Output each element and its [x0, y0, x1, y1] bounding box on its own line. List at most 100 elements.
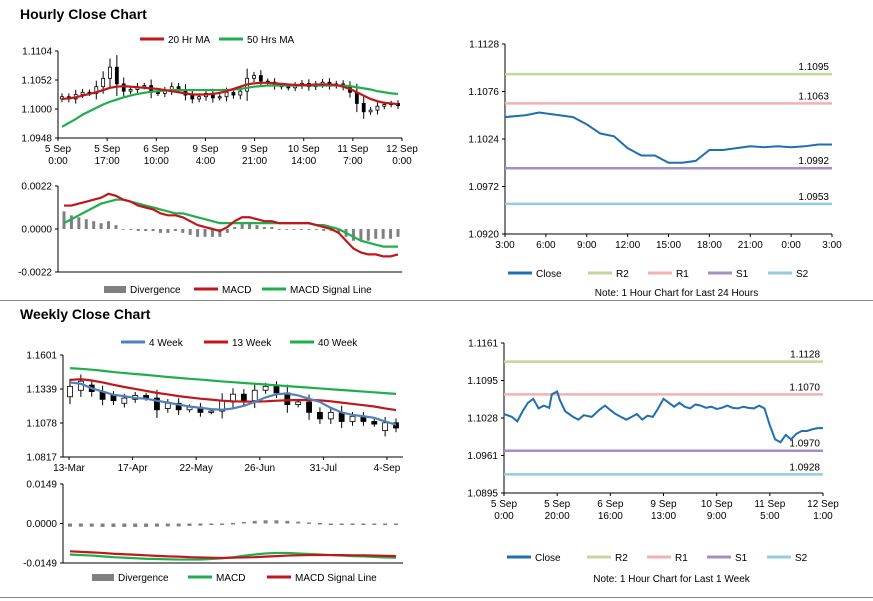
weekly-macd-divergence-bar — [296, 521, 301, 524]
hourly-pivot-x-tick-label: 3:00 — [495, 240, 515, 251]
weekly-pivot-x-tick-label: 13:00 — [651, 511, 676, 522]
hourly-ma-x-tick-label: 5 Sep — [94, 144, 121, 155]
weekly-pivot-legend-label: R1 — [675, 553, 688, 564]
hourly-macd-divergence-bar — [248, 223, 252, 229]
weekly-candle-body — [262, 385, 269, 391]
hourly-pivot-legend-label: R2 — [616, 269, 629, 280]
weekly-pivot-level-label: 1.1128 — [790, 350, 820, 361]
weekly-macd-divergence-bar — [350, 523, 355, 525]
weekly-pivot-y-tick-label: 1.1095 — [467, 376, 498, 387]
weekly-pivot-x-tick-label: 9 Sep — [650, 499, 677, 510]
weekly-macd-divergence-bar — [307, 522, 312, 524]
hourly-ma-x-tick-label: 12 Sep — [386, 144, 418, 155]
bottom-divider — [0, 597, 873, 598]
weekly-macd-divergence-bar — [144, 523, 149, 527]
weekly-macd-divergence-bar — [372, 523, 377, 525]
hourly-macd-divergence-bar — [314, 229, 318, 230]
weekly-ma-y-tick-label: 1.1601 — [26, 351, 57, 362]
weekly-pivot-note: Note: 1 Hour Chart for Last 1 Week — [593, 574, 751, 585]
weekly-candle-body — [327, 411, 334, 420]
weekly-macd-divergence-bar — [78, 523, 83, 527]
weekly-pivot-close-line — [503, 390, 823, 444]
hourly-ma-y-tick-label: 1.0948 — [21, 134, 52, 145]
hourly-pivot-level-label: 1.0992 — [798, 156, 829, 167]
hourly-macd-divergence-bar — [307, 229, 311, 230]
weekly-macd-divergence-bar — [133, 523, 138, 527]
weekly-candle-body — [349, 415, 356, 422]
hourly-pivot-x-tick-label: 9:00 — [577, 240, 597, 251]
hourly-candle-body — [142, 85, 147, 88]
hourly-macd-divergence-bar — [218, 229, 222, 237]
hourly-candle-body — [224, 91, 229, 98]
weekly-ma13-line — [69, 378, 397, 412]
hourly-macd-divergence-bar — [77, 217, 81, 229]
hourly-candle-body — [108, 66, 112, 79]
weekly-candle-body — [67, 385, 73, 398]
hourly-ma50-line — [61, 84, 399, 128]
weekly-ma-x-tick-label: 4-Sep — [374, 463, 401, 474]
hourly-macd-divergence-bar — [270, 227, 274, 229]
weekly-macd-y-tick-label: 0.0149 — [26, 480, 57, 491]
weekly-pivot-x-tick-label: 5 Sep — [491, 499, 518, 510]
hourly-macd-divergence-bar — [337, 229, 341, 233]
weekly-pivot-legend-label: R2 — [615, 553, 628, 564]
hourly-candle-body — [197, 96, 202, 100]
hourly-pivot-x-tick-label: 12:00 — [615, 240, 640, 251]
weekly-macd-divergence-bar — [383, 523, 388, 526]
hourly-macd-divergence-bar — [381, 229, 385, 239]
weekly-ma-legend-label: 4 Week — [149, 338, 184, 349]
weekly-macd-divergence-bar — [328, 523, 333, 525]
hourly-macd-divergence-bar — [351, 229, 355, 241]
weekly-pivot-y-tick-label: 1.1161 — [468, 339, 498, 350]
weekly-macd-divergence-bar — [122, 523, 127, 527]
hourly-macd-divergence-bar — [366, 229, 370, 241]
weekly-pivot-level-label: 1.1070 — [789, 382, 820, 393]
weekly-macd-divergence-bar — [241, 521, 246, 524]
weekly-pivot-legend-label: S2 — [795, 553, 808, 564]
hourly-macd-divergence-bar — [359, 229, 363, 241]
hourly-candle-body — [361, 103, 366, 113]
hourly-pivot-level-label: 1.0953 — [798, 192, 829, 203]
weekly-ma4-line — [69, 381, 397, 426]
weekly-pivot-x-tick-label: 1:00 — [813, 511, 833, 522]
hourly-macd-divergence-bar — [389, 229, 393, 239]
weekly-macd-legend-label: MACD Signal Line — [295, 573, 377, 584]
weekly-ma-x-tick-label: 22-May — [180, 463, 213, 474]
weekly-macd-divergence-bar — [263, 520, 268, 524]
weekly-macd-divergence-bar — [100, 523, 105, 527]
weekly-macd-signal-line — [69, 550, 397, 560]
hourly-pivot-x-tick-label: 3:00 — [822, 240, 842, 251]
hourly-candle-body — [375, 105, 380, 111]
weekly-macd-y-tick-label: -0.0149 — [23, 559, 57, 570]
hourly-macd-y-tick-label: 0.0000 — [21, 225, 52, 236]
weekly-macd-divergence-bar — [361, 523, 366, 525]
weekly-candle-body — [110, 395, 117, 402]
hourly-ma-x-tick-label: 21:00 — [242, 156, 267, 167]
weekly-macd-divergence-bar — [187, 523, 192, 526]
hourly-pivot-x-tick-label: 15:00 — [656, 240, 681, 251]
hourly-macd-divergence-bar — [114, 225, 118, 229]
hourly-pivot-y-tick-label: 1.1128 — [469, 40, 499, 51]
weekly-ma-y-tick-label: 1.1078 — [26, 419, 57, 430]
hourly-macd-divergence-bar — [203, 229, 207, 237]
hourly-ma-x-tick-label: 14:00 — [291, 156, 316, 167]
hourly-candle-body — [156, 91, 160, 94]
hourly-macd-divergence-bar — [181, 229, 185, 233]
weekly-pivot-level-label: 1.0928 — [789, 462, 820, 473]
hourly-macd-divergence-bar — [188, 229, 192, 235]
hourly-ma-x-tick-label: 0:00 — [392, 156, 412, 167]
weekly-ma-y-tick-label: 1.0817 — [26, 453, 57, 464]
hourly-section-title: Hourly Close Chart — [20, 6, 147, 22]
weekly-pivot-y-tick-label: 1.0961 — [467, 451, 498, 462]
hourly-pivot-y-tick-label: 1.1076 — [468, 87, 499, 98]
hourly-macd-divergence-bar — [129, 229, 133, 230]
weekly-macd-divergence-bar — [111, 523, 116, 527]
weekly-macd-divergence-bar — [220, 523, 225, 525]
weekly-ma-legend-label: 13 Week — [232, 338, 272, 349]
hourly-pivot-x-tick-label: 0:00 — [781, 240, 801, 251]
hourly-ma-x-tick-label: 10 Sep — [288, 144, 320, 155]
hourly-macd-divergence-bar — [69, 215, 73, 229]
hourly-ma-legend-label: 50 Hrs MA — [247, 35, 295, 46]
weekly-macd-divergence-bar — [89, 523, 94, 527]
